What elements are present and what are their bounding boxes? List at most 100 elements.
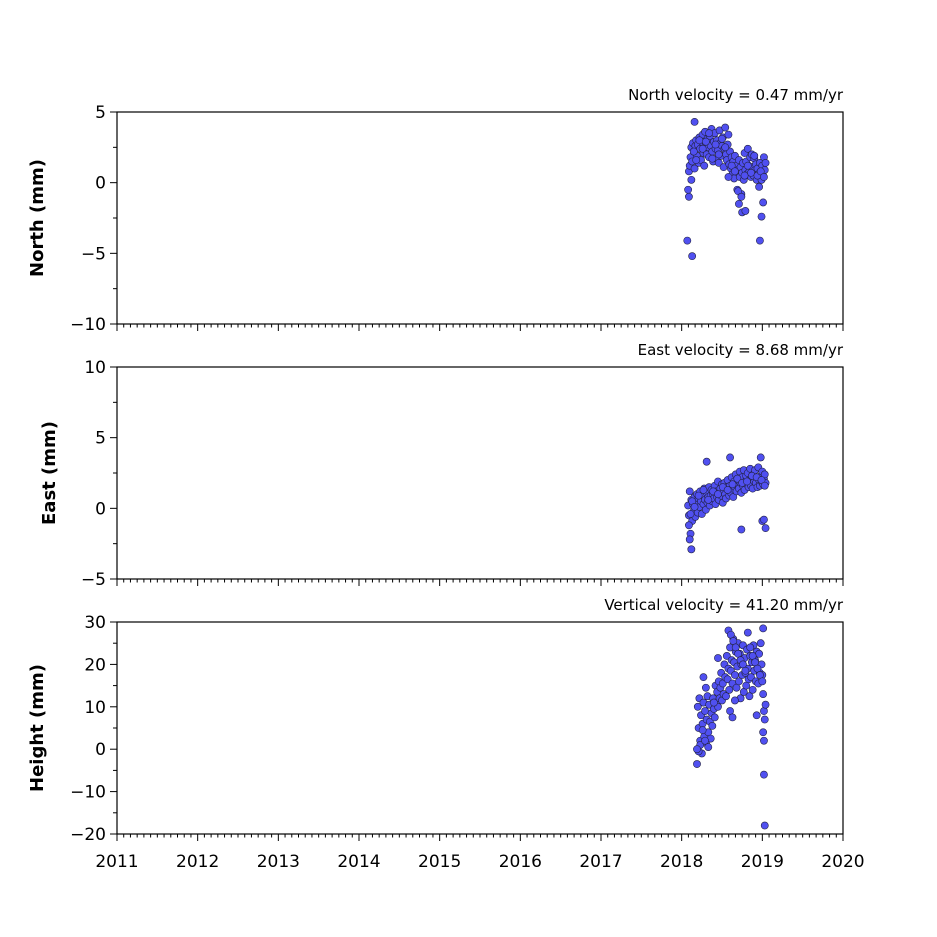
north-data-point bbox=[735, 199, 743, 208]
height-data-point bbox=[728, 713, 737, 722]
east-data-point bbox=[685, 487, 694, 496]
height-data-point bbox=[746, 643, 755, 652]
north-y-tick-label: 0 bbox=[95, 174, 106, 194]
east-y-tick-label: 5 bbox=[95, 429, 106, 449]
height-data-point bbox=[752, 711, 761, 720]
height-data-point bbox=[755, 649, 764, 658]
east-data-point bbox=[694, 491, 703, 500]
north-data-point bbox=[718, 134, 726, 143]
height-y-tick-label: 0 bbox=[95, 740, 106, 760]
north-data-point bbox=[759, 198, 768, 207]
north-data-point bbox=[721, 143, 730, 152]
height-data-point bbox=[759, 624, 768, 633]
x-tick-label-2018: 2018 bbox=[660, 852, 703, 872]
east-data-point bbox=[702, 457, 711, 466]
north-panel-title: North velocity = 0.47 mm/yr bbox=[628, 86, 844, 104]
north-data-point bbox=[755, 183, 764, 191]
height-data-point bbox=[741, 666, 750, 675]
height-data-point bbox=[701, 707, 709, 715]
east-data-point bbox=[761, 524, 770, 533]
north-data-point bbox=[711, 140, 720, 149]
north-data-point bbox=[743, 144, 752, 153]
height-data-point bbox=[725, 685, 734, 694]
height-data-point bbox=[701, 683, 710, 692]
east-panel-title: East velocity = 8.68 mm/yr bbox=[638, 341, 844, 359]
height-panel-title: Vertical velocity = 41.20 mm/yr bbox=[604, 596, 844, 614]
east-data-point bbox=[690, 503, 699, 511]
height-y-tick-label: 20 bbox=[84, 655, 106, 675]
height-y-tick-label: −10 bbox=[70, 783, 106, 803]
north-data-point bbox=[687, 175, 696, 184]
height-data-point bbox=[759, 728, 768, 737]
east-y-tick-label: 10 bbox=[84, 358, 106, 378]
north-data-point bbox=[705, 129, 713, 138]
height-data-point bbox=[731, 696, 739, 705]
height-y-tick-label: −20 bbox=[70, 825, 106, 845]
height-data-point bbox=[704, 743, 713, 751]
height-data-point bbox=[760, 770, 768, 779]
east-data-point bbox=[726, 453, 734, 462]
height-data-point bbox=[722, 692, 730, 701]
height-data-point bbox=[759, 690, 768, 698]
north-data-point bbox=[747, 168, 755, 177]
east-data-point bbox=[756, 453, 765, 462]
north-data-point bbox=[708, 154, 717, 163]
north-data-point bbox=[684, 185, 693, 194]
height-data-point bbox=[760, 715, 769, 724]
north-data-point bbox=[683, 236, 692, 245]
east-y-tick-label: 0 bbox=[95, 499, 106, 519]
height-data-point bbox=[693, 745, 701, 754]
east-data-point bbox=[760, 481, 769, 490]
x-tick-label-2012: 2012 bbox=[176, 852, 219, 872]
height-data-point bbox=[693, 702, 702, 711]
height-y-tick-label: 30 bbox=[84, 613, 106, 633]
north-data-point bbox=[701, 137, 710, 146]
height-data-point bbox=[743, 628, 752, 637]
height-data-point bbox=[714, 654, 722, 662]
x-tick-label-2013: 2013 bbox=[257, 852, 300, 872]
north-data-point bbox=[741, 207, 750, 215]
east-data-point bbox=[743, 477, 751, 486]
north-data-point bbox=[689, 147, 698, 156]
north-data-point bbox=[695, 136, 704, 145]
north-data-point bbox=[721, 123, 730, 132]
north-y-tick-label: −10 bbox=[70, 315, 106, 335]
east-data-point bbox=[687, 545, 696, 554]
height-y-axis-label: Height (mm) bbox=[27, 664, 48, 792]
x-tick-label-2014: 2014 bbox=[337, 852, 380, 872]
east-data-point bbox=[704, 495, 713, 504]
north-data-point bbox=[756, 236, 764, 245]
north-data-point bbox=[692, 156, 701, 164]
height-data-point bbox=[701, 736, 709, 745]
height-panel: Vertical velocity = 41.20 mm/yr Height (… bbox=[27, 596, 865, 872]
north-data-point bbox=[688, 252, 697, 261]
east-data-point bbox=[685, 535, 694, 544]
height-data-point bbox=[708, 721, 717, 730]
x-tick-label-2011: 2011 bbox=[95, 852, 138, 872]
height-data-point bbox=[710, 713, 719, 722]
east-y-tick-label: −5 bbox=[81, 570, 106, 590]
height-data-point bbox=[731, 671, 739, 679]
north-y-tick-label: 5 bbox=[95, 103, 106, 123]
height-data-point bbox=[760, 707, 768, 715]
height-data-point bbox=[760, 821, 769, 830]
east-y-axis-label: East (mm) bbox=[39, 421, 60, 525]
x-tick-label-2019: 2019 bbox=[741, 852, 784, 872]
north-data-point bbox=[700, 161, 709, 170]
height-data-point bbox=[699, 673, 708, 682]
x-tick-label-2017: 2017 bbox=[579, 852, 622, 872]
height-data-point bbox=[761, 700, 770, 709]
east-data-point bbox=[728, 480, 737, 489]
north-data-point bbox=[690, 164, 699, 173]
north-data-point bbox=[698, 144, 707, 153]
east-data-point bbox=[714, 490, 722, 499]
north-data-point bbox=[761, 158, 770, 167]
north-y-tick-label: −5 bbox=[81, 244, 106, 264]
height-data-point bbox=[756, 639, 765, 648]
north-data-point bbox=[724, 173, 733, 181]
north-data-point bbox=[731, 167, 739, 176]
height-data-point bbox=[745, 692, 754, 701]
height-data-point bbox=[710, 698, 718, 707]
east-data-point bbox=[737, 525, 746, 534]
